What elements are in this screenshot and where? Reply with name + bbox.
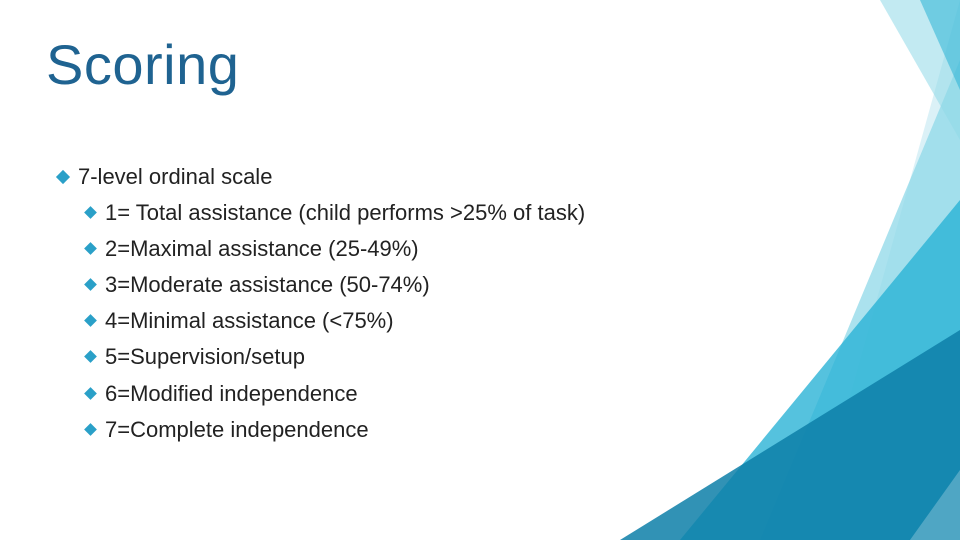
- diamond-bullet-icon: [84, 242, 97, 255]
- bullet-text: 6=Modified independence: [105, 377, 358, 411]
- bullet-level1: 7-level ordinal scale: [58, 160, 585, 194]
- bullet-text: 2=Maximal assistance (25-49%): [105, 232, 419, 266]
- slide: Scoring 7-level ordinal scale 1= Total a…: [0, 0, 960, 540]
- slide-title: Scoring: [46, 32, 239, 97]
- bullet-level2: 1= Total assistance (child performs >25%…: [86, 196, 585, 230]
- slide-content: 7-level ordinal scale 1= Total assistanc…: [58, 160, 585, 449]
- bullet-text: 7-level ordinal scale: [78, 160, 272, 194]
- bullet-text: 3=Moderate assistance (50-74%): [105, 268, 430, 302]
- diamond-bullet-icon: [84, 278, 97, 291]
- bullet-text: 7=Complete independence: [105, 413, 369, 447]
- bullet-text: 1= Total assistance (child performs >25%…: [105, 196, 585, 230]
- diamond-bullet-icon: [84, 387, 97, 400]
- bullet-level2: 5=Supervision/setup: [86, 340, 585, 374]
- decorative-corner-art: [560, 0, 960, 540]
- diamond-bullet-icon: [56, 170, 70, 184]
- bullet-level2: 2=Maximal assistance (25-49%): [86, 232, 585, 266]
- diamond-bullet-icon: [84, 351, 97, 364]
- bullet-level2: 4=Minimal assistance (<75%): [86, 304, 585, 338]
- bullet-level2: 3=Moderate assistance (50-74%): [86, 268, 585, 302]
- diamond-bullet-icon: [84, 423, 97, 436]
- bullet-level2: 6=Modified independence: [86, 377, 585, 411]
- bullet-text: 5=Supervision/setup: [105, 340, 305, 374]
- diamond-bullet-icon: [84, 206, 97, 219]
- bullet-text: 4=Minimal assistance (<75%): [105, 304, 394, 338]
- bullet-level2: 7=Complete independence: [86, 413, 585, 447]
- diamond-bullet-icon: [84, 315, 97, 328]
